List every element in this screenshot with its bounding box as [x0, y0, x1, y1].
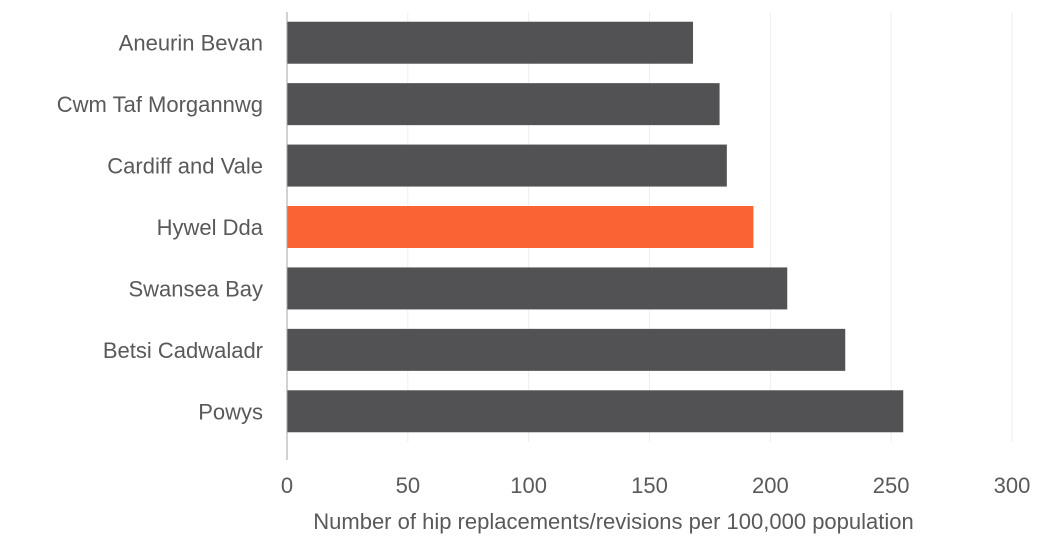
x-tick-label: 200: [752, 473, 789, 498]
category-label: Betsi Cadwaladr: [103, 338, 263, 363]
category-label: Aneurin Bevan: [119, 31, 263, 56]
x-tick-label: 0: [281, 473, 293, 498]
category-label: Hywel Dda: [157, 215, 264, 240]
bar: [287, 83, 720, 126]
category-label: Swansea Bay: [128, 276, 263, 301]
bar: [287, 328, 846, 371]
category-label: Powys: [198, 399, 263, 424]
bar: [287, 21, 693, 64]
bar: [287, 267, 788, 310]
bar-highlighted: [287, 206, 754, 248]
x-tick-label: 100: [510, 473, 547, 498]
x-tick-label: 150: [631, 473, 668, 498]
category-labels: Aneurin Bevan Cwm Taf Morgannwg Cardiff an…: [57, 31, 264, 425]
x-tick-labels: 0 50 100 150 200 250 300: [281, 473, 1030, 498]
x-tick-label: 250: [873, 473, 910, 498]
category-label: Cardiff and Vale: [107, 154, 263, 179]
x-axis-title: Number of hip replacements/revisions per…: [313, 509, 913, 534]
x-tick-label: 300: [994, 473, 1031, 498]
category-label: Cwm Taf Morgannwg: [57, 92, 263, 117]
x-tick-label: 50: [396, 473, 420, 498]
bar: [287, 390, 904, 433]
bars: [287, 21, 904, 433]
bar: [287, 144, 727, 187]
